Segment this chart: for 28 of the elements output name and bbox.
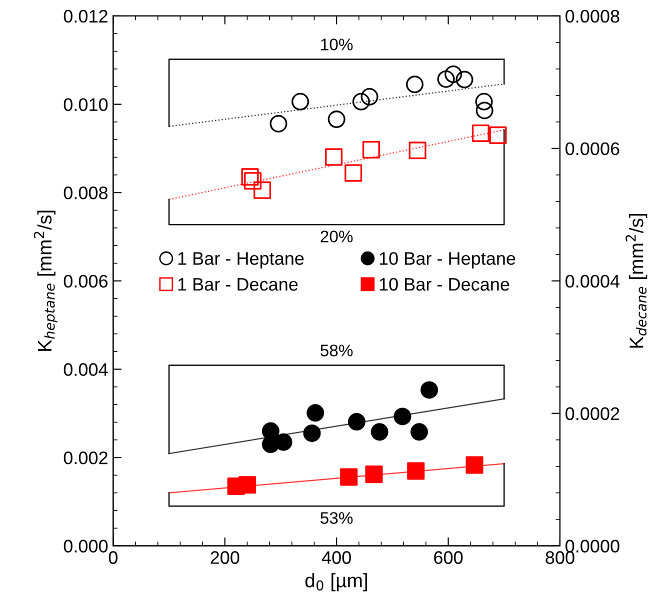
y-tick-label: 0.006 bbox=[64, 274, 108, 288]
y2-tick-label: 0.0008 bbox=[566, 10, 620, 23]
y2-tick-label: 0.0002 bbox=[566, 407, 620, 420]
annotation: 10% bbox=[321, 38, 353, 50]
x-tick-label: 800 bbox=[546, 551, 574, 564]
x-tick-label: 400 bbox=[322, 551, 351, 564]
y2-axis-title: K$_{decane}$ [mm$^{2}$/s] bbox=[626, 214, 648, 348]
annotation: 53% bbox=[320, 512, 353, 524]
y-tick-label: 0.004 bbox=[64, 363, 108, 376]
legend-label: 1 Bar - Heptane bbox=[178, 252, 304, 268]
x-tick-label: 0 bbox=[108, 551, 118, 564]
y-tick-label: 0.008 bbox=[64, 186, 108, 200]
x-axis-title: d$_{0}$ [µm] bbox=[305, 573, 367, 592]
y-tick-label: 0.012 bbox=[64, 10, 108, 23]
legend-label: 1 Bar - Decane bbox=[178, 278, 298, 291]
annotation: 58% bbox=[320, 344, 353, 356]
x-tick-label: 600 bbox=[434, 551, 463, 564]
legend-label: 10 Bar - Decane bbox=[380, 278, 510, 291]
y-axis-title: K$_{heptane}$ [mm$^{2}$/s] bbox=[34, 210, 58, 351]
legend-label: 10 Bar - Heptane bbox=[380, 252, 516, 268]
y2-tick-label: 0.0000 bbox=[566, 540, 620, 553]
x-tick-label: 200 bbox=[210, 551, 240, 564]
annotation: 20% bbox=[320, 230, 353, 242]
y2-tick-label: 0.0006 bbox=[566, 142, 620, 156]
y-tick-label: 0.002 bbox=[64, 451, 108, 464]
y-tick-label: 0.000 bbox=[64, 540, 108, 553]
y2-tick-label: 0.0004 bbox=[566, 274, 620, 288]
y-tick-label: 0.010 bbox=[64, 98, 108, 111]
